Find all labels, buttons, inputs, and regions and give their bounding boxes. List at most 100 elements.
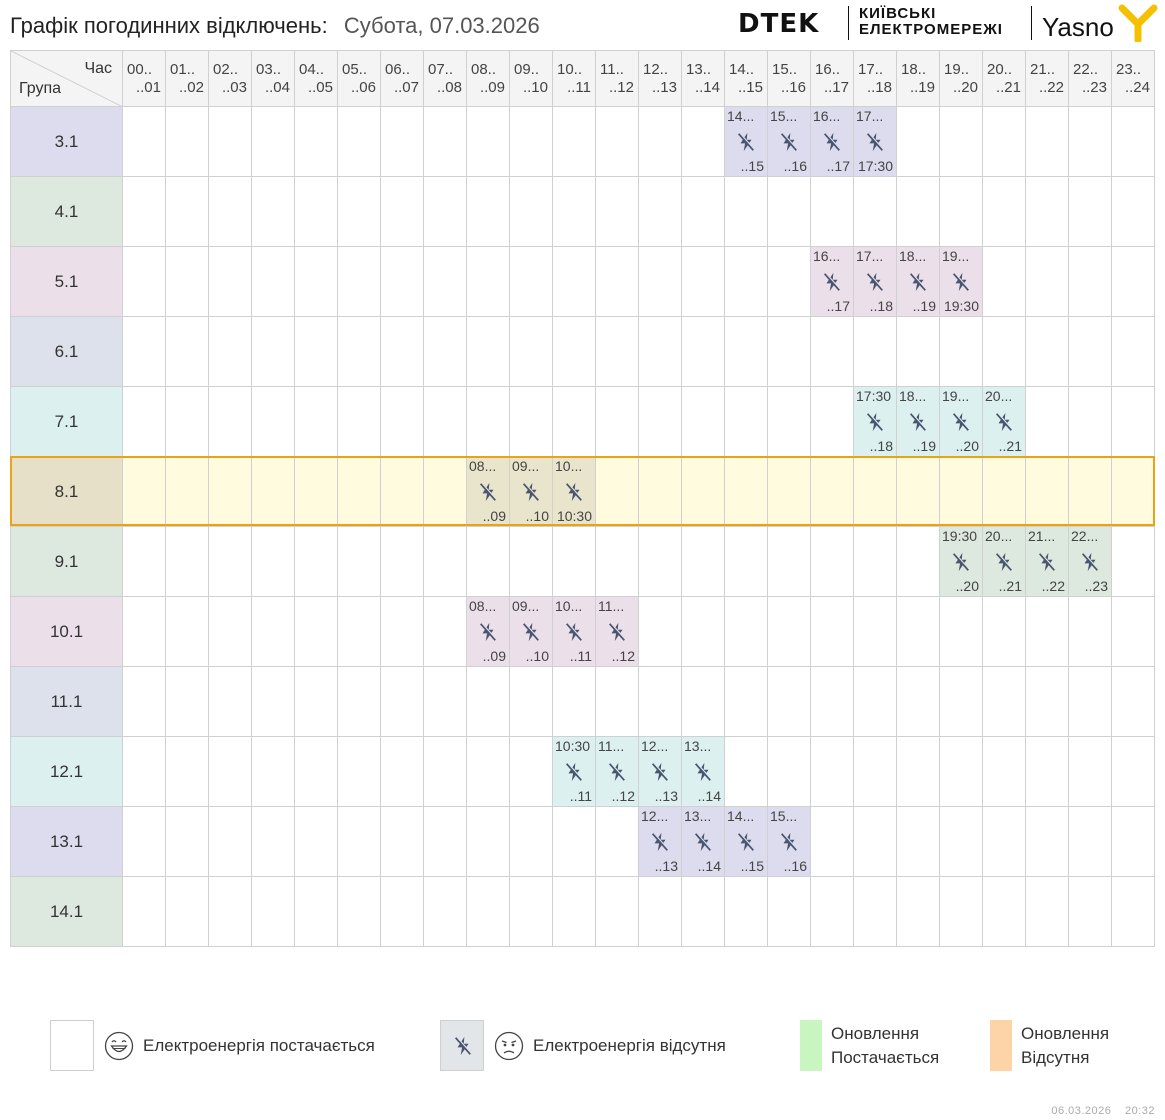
power-on-cell [595,666,639,737]
power-on-cell [122,386,166,457]
group-row[interactable]: 7.1 17:30 ..18 18... ..19 19... ..20 20... ..21 [10,386,1155,457]
power-on-cell [853,456,897,527]
power-on-cell [982,246,1026,317]
hour-end-label: ..14 [694,79,720,96]
group-row[interactable]: 4.1 [10,176,1155,247]
no-power-icon [651,761,669,781]
hour-start-label: 12.. [643,61,669,78]
power-on-cell [595,456,639,527]
group-row[interactable]: 6.1 [10,316,1155,387]
power-on-cell [509,386,553,457]
power-on-cell [466,246,510,317]
power-on-cell [251,876,295,947]
power-on-cell [1025,316,1069,387]
group-row[interactable]: 8.1 08... ..09 09... ..10 10... 10:30 [10,456,1155,527]
hour-column-header: 03.. ..04 [251,50,295,107]
power-on-cell [294,806,338,877]
hour-end-label: ..24 [1124,79,1150,96]
group-label: 12.1 [10,736,123,807]
power-on-cell [681,666,725,737]
group-row[interactable]: 12.1 10:30 ..11 11... ..12 12... ..13 13... ..14 [10,736,1155,807]
no-power-icon [823,271,841,291]
hour-start-label: 10.. [557,61,583,78]
outage-start-label: 09... [512,458,540,474]
hour-end-label: ..23 [1081,79,1107,96]
power-on-cell [767,666,811,737]
group-row[interactable]: 9.1 19:30 ..20 20... ..21 21... ..22 22... ..23 [10,526,1155,597]
outage-end-label: 19:30 [943,298,979,314]
power-on-cell [896,106,940,177]
power-on-cell [1068,596,1112,667]
power-on-cell [982,316,1026,387]
power-on-cell [380,456,424,527]
group-row[interactable]: 13.1 12... ..13 13... ..14 14... ..15 15... ..16 [10,806,1155,877]
outage-start-label: 08... [469,598,497,614]
outage-start-label: 21... [1028,528,1056,544]
power-on-cell [165,246,209,317]
hour-end-label: ..06 [350,79,376,96]
hour-start-label: 01.. [170,61,196,78]
hour-start-label: 22.. [1073,61,1099,78]
outage-cell: 13... ..14 [681,736,725,807]
group-row[interactable]: 11.1 [10,666,1155,737]
power-on-cell [638,316,682,387]
outage-cell: 18... ..19 [896,386,940,457]
power-on-cell [208,106,252,177]
power-on-cell [810,456,854,527]
outage-end-label: ..13 [654,858,678,874]
power-on-cell [767,596,811,667]
group-row[interactable]: 3.1 14... ..15 15... ..16 16... ..17 17... 17:30 [10,106,1155,177]
power-on-cell [681,316,725,387]
dtek-logo: DTEK [738,9,820,39]
power-on-cell [810,596,854,667]
outage-end-label: ..14 [697,788,721,804]
group-row[interactable]: 5.1 16... ..17 17... ..18 18... ..19 19... 19:30 [10,246,1155,317]
group-label: 3.1 [10,106,123,177]
power-on-cell [681,876,725,947]
outage-cell: 16... ..17 [810,246,854,317]
power-on-cell [552,806,596,877]
power-on-cell [810,316,854,387]
no-power-icon [866,131,884,151]
no-power-icon [866,271,884,291]
power-on-cell [638,596,682,667]
power-on-cell [896,526,940,597]
outage-start-label: 17... [856,108,884,124]
group-row[interactable]: 10.1 08... ..09 09... ..10 10... ..11 11... ..12 [10,596,1155,667]
power-on-cell [509,736,553,807]
power-on-cell [681,526,725,597]
power-on-cell [423,666,467,737]
logo-divider [1031,6,1032,40]
hour-start-label: 02.. [213,61,239,78]
power-on-cell [595,246,639,317]
power-on-cell [294,736,338,807]
power-on-cell [165,526,209,597]
power-on-cell [939,106,983,177]
power-on-cell [1068,386,1112,457]
power-on-cell [466,386,510,457]
outage-start-label: 16... [813,108,841,124]
power-on-cell [595,386,639,457]
group-row[interactable]: 14.1 [10,876,1155,947]
power-on-cell [337,876,381,947]
power-on-cell [939,596,983,667]
power-on-cell [165,386,209,457]
power-on-cell [466,666,510,737]
power-on-cell [423,386,467,457]
hour-column-header: 11.. ..12 [595,50,639,107]
outage-cell: 19... ..20 [939,386,983,457]
hour-column-header: 02.. ..03 [208,50,252,107]
outage-start-label: 09... [512,598,540,614]
schedule-date: Субота, 07.03.2026 [343,13,540,38]
power-on-cell [1111,666,1155,737]
power-on-cell [337,456,381,527]
hour-column-header: 23.. ..24 [1111,50,1155,107]
outage-end-label: ..17 [826,298,850,314]
no-power-icon [952,271,970,291]
hour-end-label: ..08 [436,79,462,96]
power-on-cell [208,246,252,317]
power-on-cell [552,176,596,247]
outage-end-label: ..23 [1084,578,1108,594]
hour-start-label: 00.. [127,61,153,78]
power-on-cell [122,456,166,527]
